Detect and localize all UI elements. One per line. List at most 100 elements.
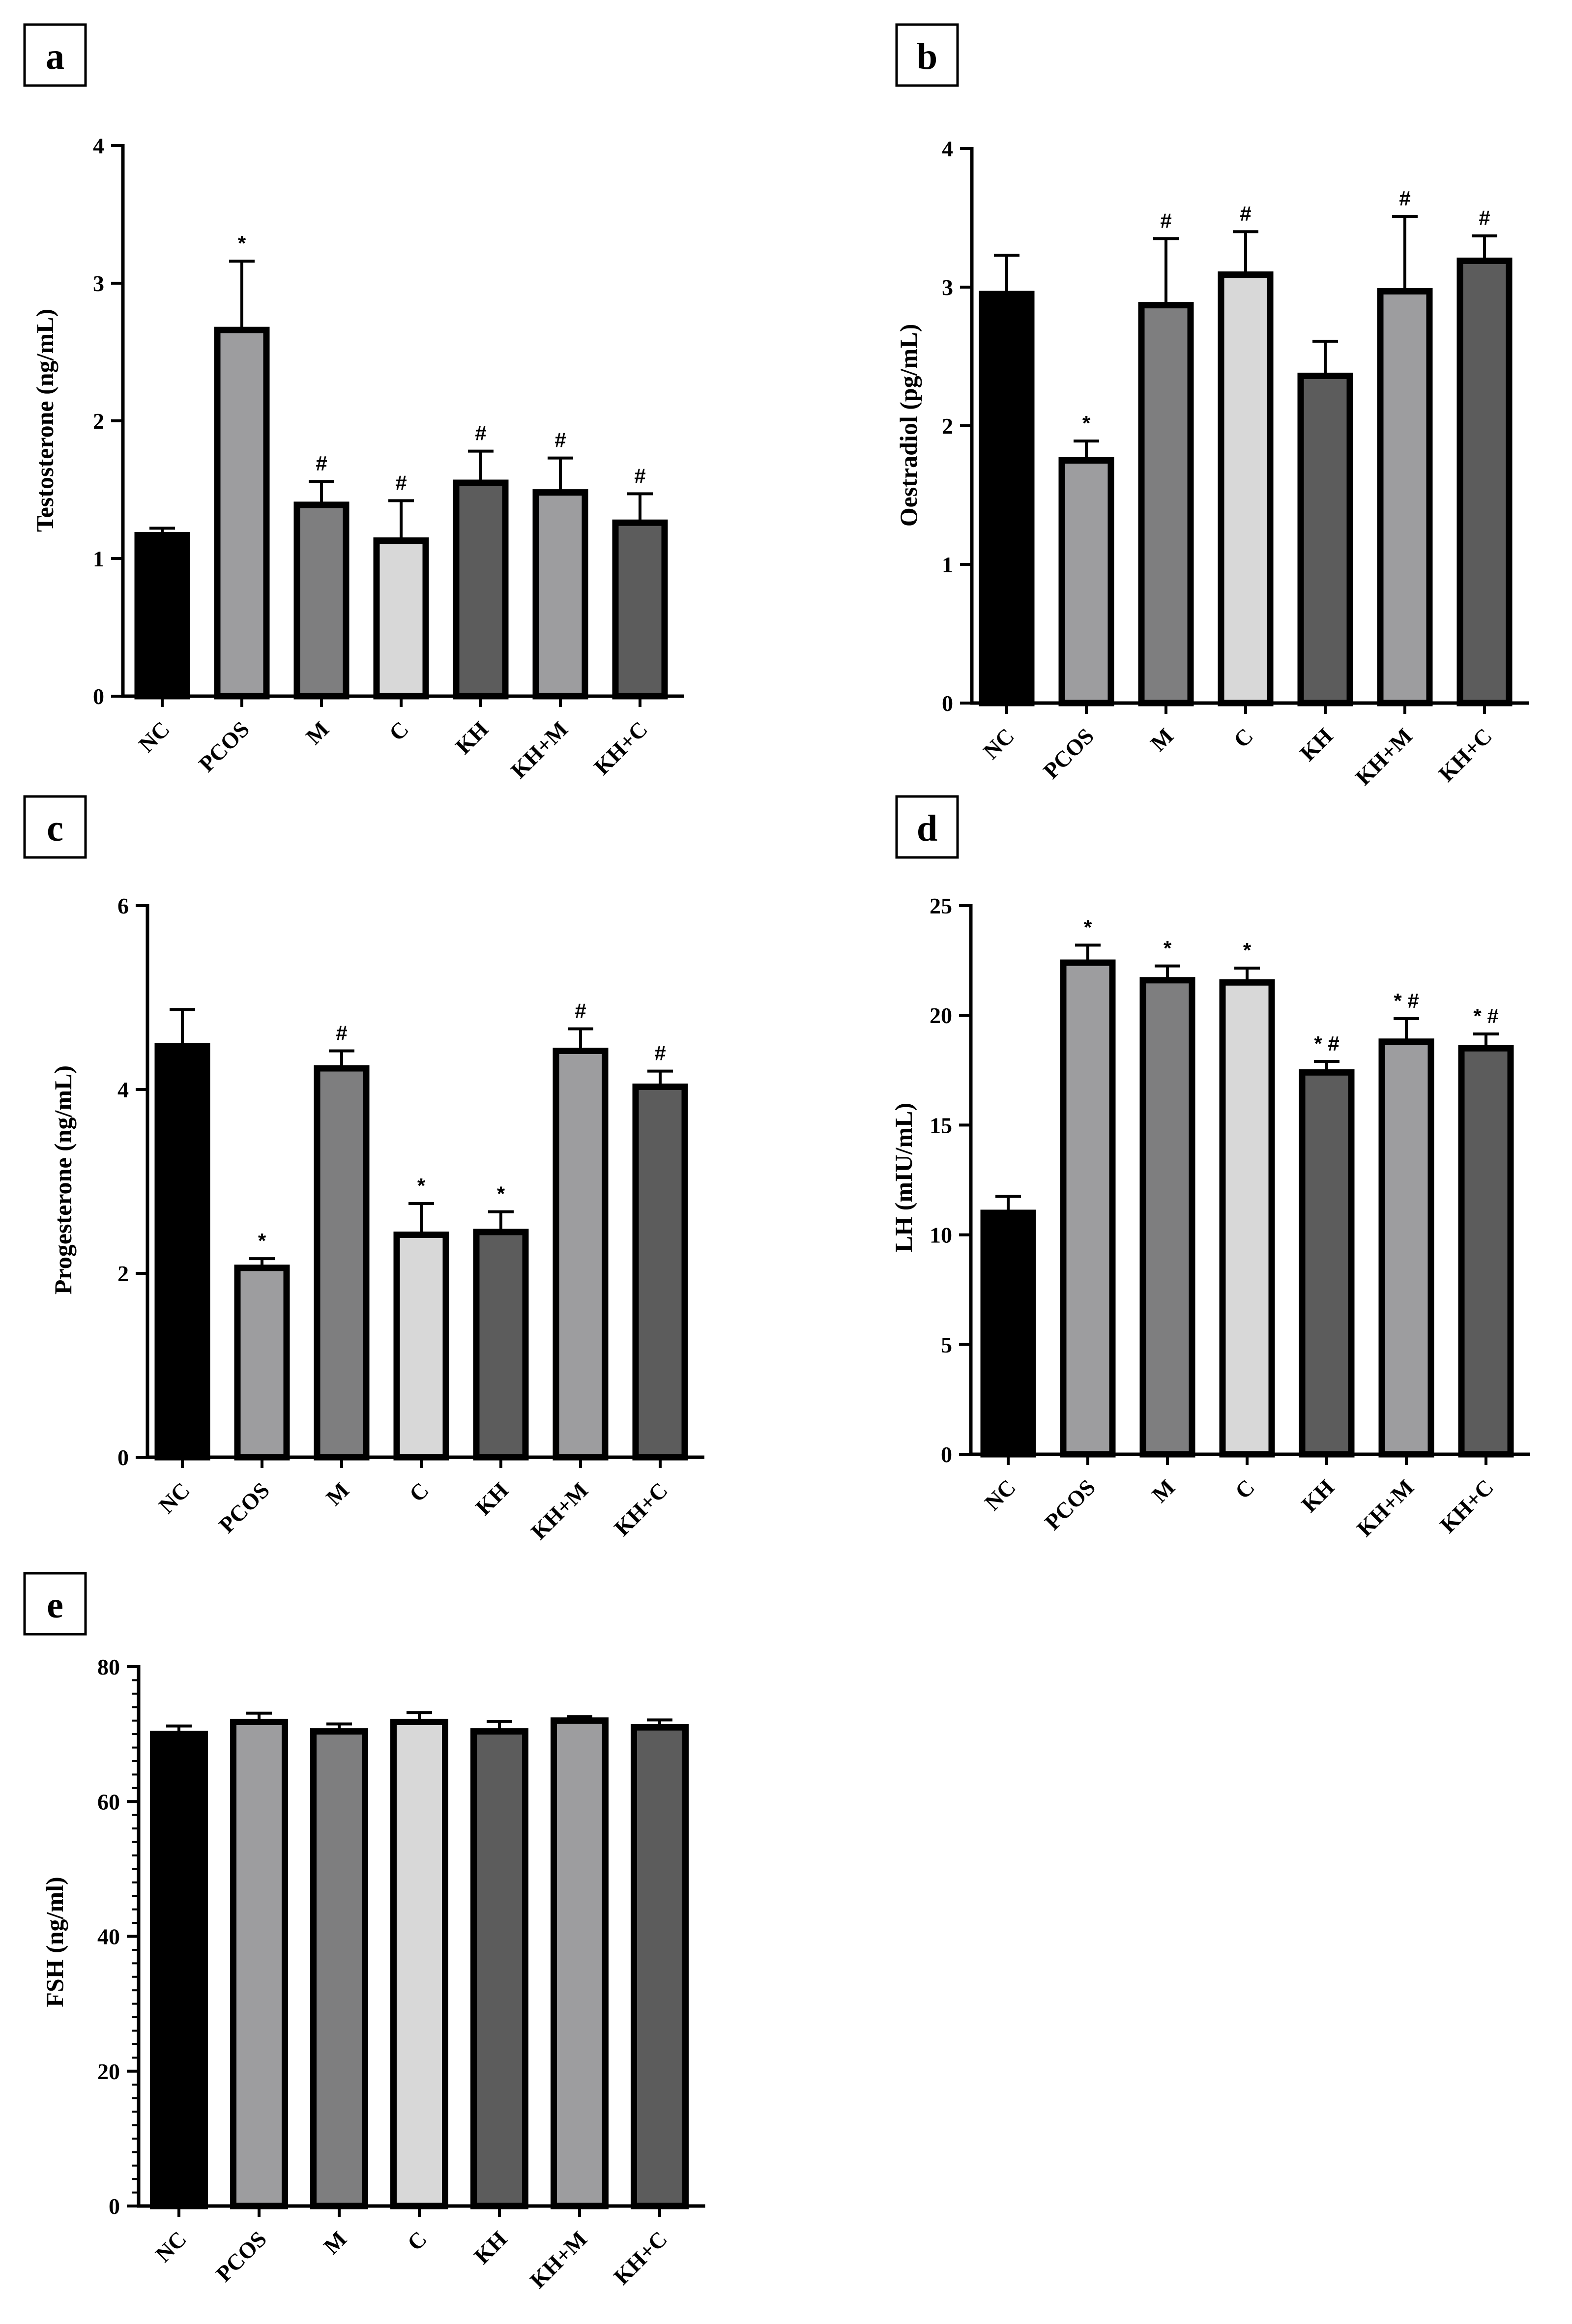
panel-d-bar-c bbox=[1219, 979, 1275, 1458]
panel-a-significance-mark: # bbox=[554, 429, 566, 452]
panel-d-category-label: KH+M bbox=[1352, 1474, 1419, 1541]
panel-e-label-box bbox=[23, 1572, 87, 1636]
panel-c-category-label: M bbox=[321, 1477, 354, 1510]
panel-c-significance-mark: * bbox=[497, 1182, 505, 1206]
panel-d-y-tick-label: 20 bbox=[930, 1003, 952, 1028]
panel-e-category-label: KH bbox=[469, 2226, 512, 2269]
panel-b-category-label: PCOS bbox=[1038, 723, 1099, 784]
panel-e-bar-m bbox=[310, 1728, 368, 2209]
panel-b-category-label: KH bbox=[1295, 723, 1338, 766]
panel-d-significance-mark: * bbox=[1243, 939, 1252, 962]
panel-b-plot: 0 1 2 3 4 NC PCOS * M # C # KH KH+M # KH+C # bbox=[942, 136, 1529, 790]
panel-b-bar-kh bbox=[1297, 372, 1353, 706]
panel-a-y-axis-title: Testosterone (ng/mL) bbox=[31, 309, 58, 532]
panel-e-bar-kh-plus-m bbox=[551, 1717, 609, 2209]
panel-a-bar-kh-plus-m bbox=[532, 489, 588, 700]
panel-c-bar-kh-plus-c bbox=[632, 1083, 688, 1461]
panel-e-y-tick-label: 80 bbox=[97, 1654, 120, 1679]
panel-d-category-label: KH+C bbox=[1435, 1474, 1498, 1538]
panel-d-bar-m bbox=[1139, 977, 1195, 1458]
panel-b-significance-mark: # bbox=[1399, 187, 1410, 210]
panel-d-significance-mark: * # bbox=[1394, 989, 1419, 1012]
panel-b-significance-mark: # bbox=[1240, 202, 1251, 225]
panel-a-bar-nc bbox=[134, 531, 190, 700]
panel-d-category-label: NC bbox=[980, 1474, 1020, 1515]
panel-b-bar-pcos bbox=[1058, 457, 1114, 706]
panel-b-significance-mark: * bbox=[1082, 412, 1091, 435]
panel-a-bar-c bbox=[373, 537, 429, 700]
panel-e-y-tick-label: 20 bbox=[97, 2059, 120, 2084]
panel-d-category-label: KH bbox=[1296, 1474, 1339, 1517]
panel-e-y-axis-title: FSH (ng/ml) bbox=[41, 1877, 68, 2007]
panel-d-plot: 0 5 10 15 20 25 NC PCOS * M * C * KH * # KH+M * # KH+C * # bbox=[930, 893, 1530, 1541]
panel-d-significance-mark: * bbox=[1164, 937, 1172, 960]
panel-a-y-tick-label: 0 bbox=[93, 684, 104, 709]
panel-b-letter: b bbox=[917, 36, 937, 77]
panel-c-category-label: NC bbox=[154, 1477, 195, 1518]
panel-a-category-label: KH+M bbox=[506, 716, 573, 783]
panel-a-y-tick-label: 3 bbox=[93, 271, 104, 296]
panel-b-category-label: KH+M bbox=[1350, 723, 1417, 790]
panel-c-category-label: KH+M bbox=[526, 1477, 593, 1544]
panel-b-y-tick-label: 4 bbox=[942, 136, 953, 161]
panel-c: c Progesterone (ng/mL) 0 2 4 6 NC PCOS * M # C * KH… bbox=[23, 795, 704, 1544]
panel-b-bar-kh-plus-c bbox=[1456, 257, 1513, 706]
panel-d-label-box bbox=[895, 795, 959, 859]
panel-b-significance-mark: # bbox=[1160, 209, 1171, 232]
panel-e-bar-kh bbox=[470, 1728, 528, 2209]
panel-c-y-tick-label: 2 bbox=[117, 1261, 129, 1286]
panel-d-bar-nc bbox=[980, 1209, 1036, 1458]
panel-a-bar-kh-plus-c bbox=[612, 519, 668, 700]
panel-b-y-tick-label: 1 bbox=[942, 552, 953, 577]
panel-b-category-label: M bbox=[1145, 723, 1178, 756]
panel-a-y-tick-label: 4 bbox=[93, 133, 104, 158]
panel-a-category-label: C bbox=[384, 716, 414, 746]
panel-e: e FSH (ng/ml) 0 20 40 60 80 NC PCOS M C KH KH+M KH+… bbox=[23, 1572, 705, 2293]
panel-b: b Oestradiol (pg/mL) 0 1 2 3 4 NC PCOS * M # C # KH K… bbox=[895, 23, 1529, 790]
panel-b-bar-nc bbox=[979, 291, 1035, 706]
panel-d-y-tick-label: 10 bbox=[930, 1223, 952, 1248]
panel-a-y-tick-label: 2 bbox=[93, 409, 104, 434]
panel-a-bar-m bbox=[293, 501, 349, 700]
panel-a-significance-mark: # bbox=[634, 464, 645, 487]
panel-d-category-label: C bbox=[1230, 1474, 1260, 1504]
panel-a-plot: 0 1 2 3 4 NC PCOS * M # C # KH # KH+M # KH+C # bbox=[93, 133, 684, 783]
panel-b-significance-mark: # bbox=[1479, 206, 1490, 230]
panel-d-y-tick-label: 0 bbox=[941, 1442, 952, 1467]
panel-a-label-box bbox=[23, 23, 87, 87]
panel-a-category-label: M bbox=[301, 716, 334, 749]
panel-e-category-label: PCOS bbox=[211, 2226, 271, 2287]
panel-a-bar-kh bbox=[453, 479, 509, 700]
panel-b-category-label: C bbox=[1229, 723, 1258, 753]
panel-a-significance-mark: # bbox=[395, 471, 407, 494]
panel-c-bar-kh-plus-m bbox=[553, 1047, 609, 1461]
panel-d-category-label: M bbox=[1147, 1474, 1180, 1507]
panel-c-letter: c bbox=[47, 808, 63, 849]
panel-c-category-label: C bbox=[405, 1477, 434, 1507]
panel-e-category-label: KH+M bbox=[525, 2226, 592, 2293]
panel-b-bar-c bbox=[1218, 271, 1274, 706]
panel-c-y-tick-label: 6 bbox=[117, 893, 129, 918]
panel-a-bar-pcos bbox=[214, 326, 270, 700]
panel-e-bar-nc bbox=[150, 1731, 208, 2209]
panel-c-bar-pcos bbox=[234, 1265, 290, 1461]
panel-c-y-tick-label: 0 bbox=[117, 1445, 129, 1470]
panel-e-bar-kh-plus-c bbox=[631, 1724, 689, 2209]
panel-d-bar-pcos bbox=[1060, 959, 1116, 1458]
panel-b-y-tick-label: 2 bbox=[942, 413, 953, 439]
panel-c-category-label: PCOS bbox=[214, 1477, 274, 1538]
panel-b-y-axis-title: Oestradiol (pg/mL) bbox=[895, 324, 922, 527]
panel-c-bar-nc bbox=[154, 1043, 210, 1461]
panel-c-significance-mark: # bbox=[336, 1021, 347, 1044]
panel-c-y-tick-label: 4 bbox=[117, 1077, 129, 1102]
panel-c-bar-kh bbox=[473, 1229, 529, 1461]
panel-a-significance-mark: * bbox=[238, 232, 246, 255]
panel-c-y-axis-title: Progesterone (ng/mL) bbox=[49, 1065, 77, 1294]
panel-b-y-tick-label: 0 bbox=[942, 691, 953, 716]
panel-d-bar-kh bbox=[1299, 1069, 1355, 1458]
panel-a-category-label: KH bbox=[450, 716, 493, 759]
panel-a-category-label: PCOS bbox=[194, 716, 254, 777]
panel-d-significance-mark: * bbox=[1084, 915, 1092, 939]
panel-b-label-box bbox=[895, 23, 959, 87]
